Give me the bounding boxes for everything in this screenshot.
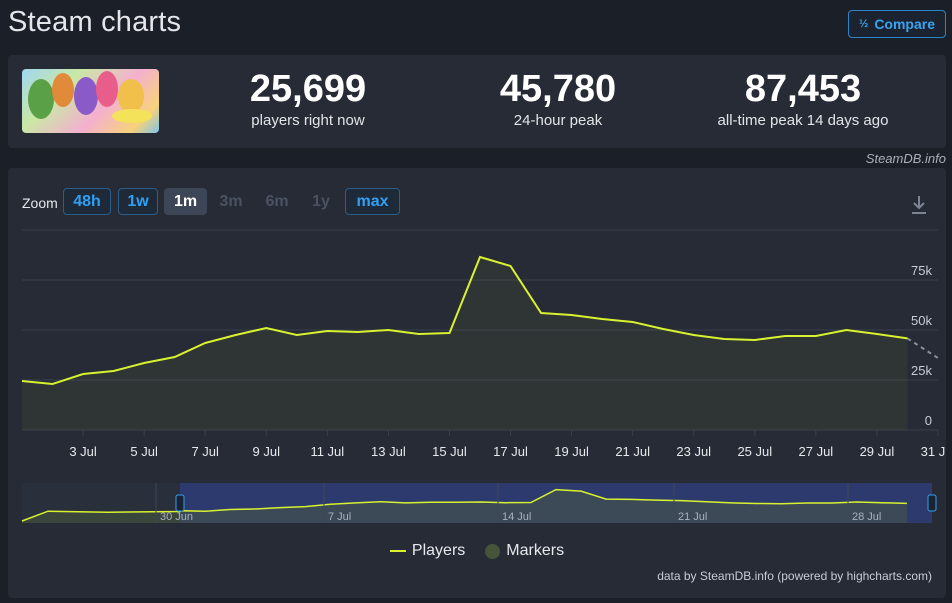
stat-label: players right now [251, 112, 365, 129]
game-thumbnail[interactable] [22, 69, 159, 133]
chart-svg[interactable]: 0 25k 50k 75k 3 Jul 5 Jul 7 Jul 9 Jul 11 Jul 13 … [8, 168, 946, 598]
series-area-players [22, 257, 908, 430]
y-tick-label: 25k [911, 363, 932, 378]
x-tick-label: 11 Jul [310, 444, 344, 459]
stats-card: 25,699 players right now 45,780 24-hour … [8, 55, 946, 148]
compare-button[interactable]: ½ Compare [848, 10, 946, 38]
x-tick-label: 5 Jul [130, 444, 158, 459]
steamdb-credit[interactable]: SteamDB.info [865, 151, 946, 166]
stat-24h-peak: 45,780 24-hour peak [448, 69, 668, 129]
series-projection-line [906, 337, 939, 359]
zoom-max-button[interactable]: max [345, 188, 400, 215]
x-tick-label: 21 Jul [615, 444, 650, 459]
fraction-icon: ½ [859, 17, 869, 30]
zoom-label: Zoom [22, 195, 58, 211]
x-tick-label: 3 Jul [69, 444, 97, 459]
stat-label: all-time peak 14 days ago [717, 112, 889, 129]
page-title: Steam charts [8, 6, 182, 38]
x-tick-label: 27 Jul [799, 444, 834, 459]
zoom-1w-button[interactable]: 1w [118, 188, 158, 215]
navigator-area [22, 489, 907, 523]
zoom-48h-button[interactable]: 48h [63, 188, 111, 215]
x-tick-label: 23 Jul [676, 444, 711, 459]
stat-value: 45,780 [499, 68, 617, 110]
x-tick-label: 13 Jul [371, 444, 406, 459]
footer-credit[interactable]: data by SteamDB.info (powered by highcha… [657, 569, 932, 583]
x-tick-label: 17 Jul [493, 444, 528, 459]
navigator-tick-label: 7 Jul [328, 511, 351, 523]
stat-label: 24-hour peak [513, 112, 603, 129]
x-tick-label: 29 Jul [860, 444, 895, 459]
chart-card: Zoom 48h 1w 1m 3m 6m 1y max 0 25k 50k 75k 3… [8, 168, 946, 598]
legend: Players Markers [8, 542, 946, 560]
stat-current-players: 25,699 players right now [198, 69, 418, 129]
download-icon[interactable] [910, 194, 928, 216]
x-tick-label: 19 Jul [554, 444, 589, 459]
series-line-players [21, 255, 908, 386]
navigator-tick-label: 21 Jul [678, 511, 707, 523]
zoom-3m-button: 3m [219, 192, 243, 210]
y-tick-label: 50k [911, 313, 932, 328]
x-tick-label: 15 Jul [432, 444, 467, 459]
legend-label-markers: Markers [506, 542, 565, 559]
y-tick-label: 0 [925, 413, 932, 428]
x-tick-label: 31 Jul [921, 444, 946, 459]
stat-value: 25,699 [249, 68, 367, 110]
x-tick-label: 9 Jul [253, 444, 281, 459]
zoom-6m-button: 6m [265, 192, 289, 210]
navigator-tick-label: 28 Jul [852, 511, 881, 523]
legend-item-players[interactable]: Players [389, 542, 466, 560]
legend-item-markers[interactable]: Markers [485, 542, 564, 560]
x-tick-label: 25 Jul [737, 444, 772, 459]
compare-label: Compare [874, 16, 935, 32]
legend-dot-swatch [485, 543, 501, 559]
legend-label-players: Players [411, 542, 466, 559]
navigator-line [21, 488, 907, 522]
zoom-1y-button: 1y [312, 192, 330, 210]
navigator-tick-label: 14 Jul [502, 511, 531, 523]
y-tick-label: 75k [911, 263, 932, 278]
stat-value: 87,453 [744, 68, 862, 110]
x-tick-label: 7 Jul [191, 444, 219, 459]
navigator-handle-left [175, 494, 185, 512]
stat-all-time-peak: 87,453 all-time peak 14 days ago [688, 69, 918, 129]
navigator-handle-right [927, 494, 937, 512]
legend-line-swatch [389, 550, 406, 552]
navigator-tick-label: 30 Jun [160, 511, 193, 523]
zoom-1m-button[interactable]: 1m [164, 188, 207, 215]
